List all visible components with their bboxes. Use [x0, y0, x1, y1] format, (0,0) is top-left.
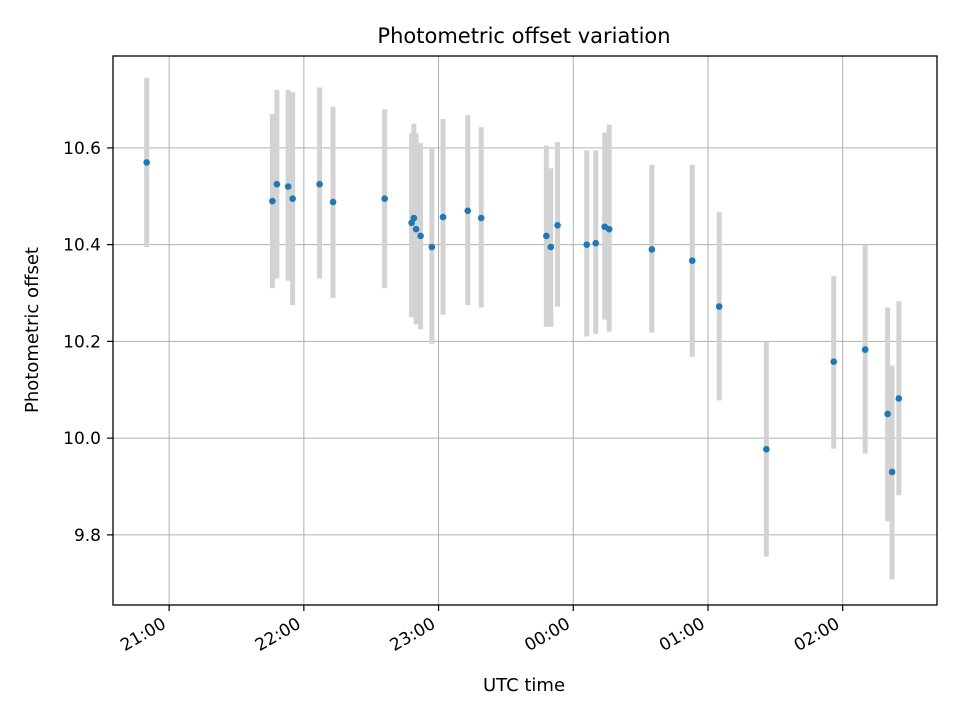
- data-point: [861, 346, 869, 353]
- y-tick-label: 10.0: [63, 429, 101, 449]
- data-point: [583, 241, 591, 248]
- errorbars: [144, 77, 902, 580]
- x-tick-label: 01:00: [656, 614, 708, 656]
- data-point: [605, 225, 613, 233]
- data-point: [273, 180, 281, 188]
- x-axis: 21:00 22:00 23:00 00:00 01:00 02:00: [117, 605, 844, 656]
- y-tick-label: 10.6: [63, 139, 101, 159]
- data-point: [410, 214, 418, 222]
- x-tick-label: 22:00: [252, 614, 304, 656]
- chart-title: Photometric offset variation: [377, 24, 670, 48]
- x-tick-label: 00:00: [521, 614, 573, 656]
- data-point: [543, 232, 550, 240]
- plot-frame: [112, 55, 938, 606]
- y-axis: 9.8 10.0 10.2 10.4 10.6: [63, 139, 113, 546]
- data-point: [289, 195, 296, 202]
- y-axis-title: Photometric offset: [22, 247, 43, 413]
- data-point: [329, 198, 337, 206]
- y-tick-label: 9.8: [74, 526, 101, 546]
- data-point: [417, 232, 424, 240]
- data-point: [648, 246, 656, 253]
- data-point: [269, 197, 276, 205]
- data-point: [381, 195, 388, 202]
- data-point: [284, 183, 292, 190]
- data-point: [412, 225, 420, 233]
- data-point: [439, 213, 447, 221]
- x-tick-label: 02:00: [791, 614, 843, 656]
- data-point: [763, 445, 770, 453]
- data-point: [715, 303, 723, 310]
- data-points: [143, 159, 903, 476]
- data-point: [895, 395, 903, 402]
- x-axis-title: UTC time: [483, 675, 565, 696]
- data-point: [554, 221, 561, 229]
- data-point: [143, 159, 150, 166]
- data-point: [830, 358, 838, 365]
- data-point: [477, 214, 485, 222]
- data-point: [688, 257, 696, 264]
- data-point: [316, 180, 323, 188]
- y-tick-label: 10.4: [63, 236, 101, 256]
- data-point: [888, 468, 896, 476]
- data-point: [884, 410, 891, 418]
- data-point: [464, 207, 472, 215]
- data-point: [547, 243, 555, 251]
- grid: [113, 56, 937, 605]
- y-tick-label: 10.2: [63, 332, 101, 352]
- data-point: [592, 239, 600, 247]
- x-tick-label: 21:00: [117, 614, 169, 656]
- x-tick-label: 23:00: [387, 614, 439, 656]
- data-point: [428, 243, 436, 251]
